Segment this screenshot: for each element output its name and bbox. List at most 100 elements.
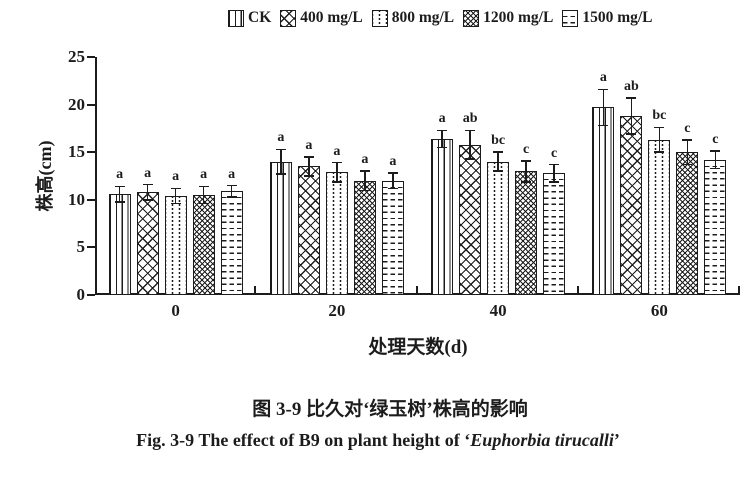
x-axis-line — [95, 293, 740, 295]
error-bar-cap — [198, 185, 209, 188]
error-bar-line — [553, 164, 555, 182]
error-bar-cap — [654, 126, 665, 129]
legend-swatch-basket-weave-icon — [463, 9, 480, 27]
error-bar-cap — [359, 189, 370, 192]
legend-item-crosshatch: 400 mg/L — [280, 9, 363, 27]
bar-dotted-lines-day40 — [487, 161, 510, 295]
error-bar-cap — [598, 124, 609, 127]
legend-swatch-dotted-lines-icon — [371, 9, 388, 27]
y-tick-label: 25 — [68, 47, 85, 66]
bar-crosshatch-day0 — [136, 192, 159, 295]
error-bar-line — [118, 186, 121, 202]
error-bar-line — [469, 130, 471, 159]
significance-letter: c — [551, 145, 558, 161]
error-bar-cap — [521, 180, 532, 183]
x-axis-title: 处理天数(d) — [368, 337, 468, 358]
significance-letter: a — [200, 167, 208, 183]
error-bar-line — [230, 185, 233, 197]
plot-area: 0 5 10 15 20 25 0 a a a a a 20 a a a a a 40 a ab bc c c 60 a ab bc c… — [68, 47, 740, 320]
error-bar-cap — [114, 200, 125, 203]
error-bar-cap — [387, 187, 398, 190]
bar-vertical-lines-day40 — [431, 138, 454, 295]
error-bar-line — [602, 89, 605, 126]
significance-letter: a — [228, 166, 236, 182]
significance-letter: a — [277, 130, 285, 146]
bar-basket-weave-day0 — [192, 195, 215, 295]
error-bar-cap — [654, 151, 665, 153]
error-bar-cap — [387, 172, 398, 174]
significance-letter: c — [684, 120, 691, 136]
error-bar-line — [146, 184, 149, 200]
x-tick-mark — [254, 286, 257, 293]
error-bar-line — [497, 152, 499, 172]
bar-horizontal-dashes-day0 — [220, 191, 243, 295]
error-bar-line — [441, 130, 443, 148]
error-bar-line — [658, 127, 661, 153]
error-bar-cap — [465, 158, 476, 160]
error-bar-cap — [226, 184, 237, 187]
bar-crosshatch-day20 — [297, 166, 320, 295]
error-bar-cap — [198, 202, 209, 205]
y-tick-mark — [87, 198, 95, 201]
error-bar-cap — [170, 202, 181, 205]
significance-letter: c — [712, 132, 719, 148]
caption-english-species: Euphorbia tirucalli — [470, 430, 614, 450]
legend-item-basket-weave: 1200 mg/L — [463, 9, 553, 27]
y-tick-label: 20 — [68, 94, 85, 114]
bar-basket-weave-day40 — [515, 171, 538, 295]
error-bar-cap — [549, 163, 560, 166]
legend-swatch-vertical-lines-icon — [228, 9, 244, 27]
error-bar-line — [308, 156, 310, 176]
error-bar-line — [336, 162, 338, 182]
x-category-label: 40 — [489, 301, 507, 320]
y-tick-mark — [87, 246, 95, 249]
bar-vertical-lines-day20 — [269, 161, 292, 295]
error-bar-line — [280, 149, 282, 175]
legend-label: 1500 mg/L — [582, 9, 653, 26]
error-bar-line — [174, 188, 177, 204]
error-bar-cap — [521, 159, 532, 162]
legend-item-vertical-lines: CK — [228, 9, 271, 27]
bar-vertical-lines-day60 — [592, 107, 615, 295]
x-category-label: 60 — [650, 301, 668, 320]
bar-dotted-lines-day20 — [325, 172, 348, 295]
significance-letter: ab — [623, 78, 639, 94]
legend-label: CK — [248, 9, 272, 26]
x-tick-mark — [576, 286, 579, 293]
y-tick-mark — [87, 294, 95, 296]
significance-letter: a — [438, 111, 446, 127]
error-bar-cap — [549, 180, 560, 183]
caption-english-suffix: ’ — [613, 430, 620, 450]
error-bar-line — [525, 160, 527, 182]
significance-letter: a — [305, 137, 313, 153]
legend-item-dotted-lines: 800 mg/L — [371, 9, 455, 27]
legend-item-horizontal-dashes: 1500 mg/L — [562, 9, 653, 27]
error-bar-cap — [359, 170, 370, 173]
y-axis-line — [95, 57, 97, 295]
error-bar-cap — [710, 150, 721, 153]
error-bar-cap — [493, 151, 504, 153]
error-bar-cap — [114, 185, 125, 188]
bar-dotted-lines-day60 — [648, 139, 671, 295]
legend-swatch-crosshatch-icon — [280, 9, 297, 27]
x-category-label: 20 — [328, 301, 346, 320]
y-tick-label: 0 — [76, 285, 86, 304]
significance-letter: a — [116, 167, 124, 183]
error-bar-cap — [598, 88, 609, 91]
significance-letter: a — [361, 152, 369, 168]
error-bar-line — [686, 139, 689, 165]
error-bar-cap — [303, 175, 314, 177]
x-tick-mark — [738, 286, 740, 293]
y-tick-mark — [87, 151, 95, 154]
y-tick-label: 5 — [76, 237, 86, 257]
y-tick-mark — [87, 103, 95, 106]
error-bar-cap — [142, 183, 153, 186]
caption-english-prefix: Fig. 3-9 The effect of B9 on plant heigh… — [136, 430, 471, 450]
legend-label: 400 mg/L — [300, 9, 363, 26]
significance-letter: a — [333, 143, 341, 159]
error-bar-cap — [465, 129, 476, 132]
significance-letter: a — [599, 70, 607, 86]
y-tick-mark — [87, 56, 95, 58]
legend-label: 800 mg/L — [391, 9, 455, 26]
